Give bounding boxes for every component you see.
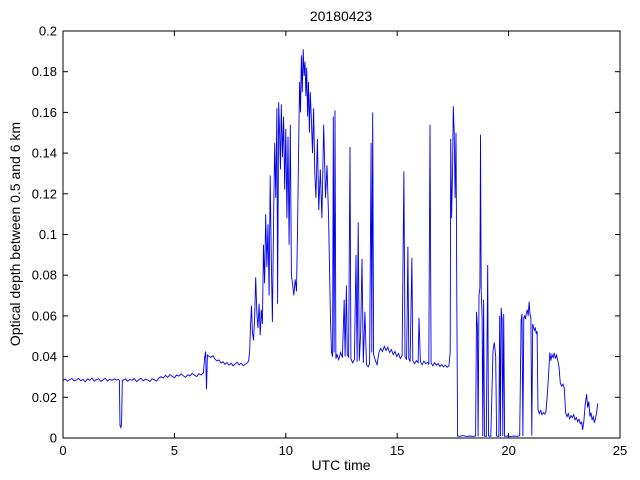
y-tick-label: 0.08	[32, 268, 57, 283]
axis-ticks	[62, 30, 621, 439]
chart-title: 20180423	[310, 8, 373, 24]
x-tick-label: 15	[390, 443, 404, 458]
axis-tick-labels: 0 5 10 15 20 25 0 0.02 0.04 0.06 0.08 0.1 0.12 0.14 0.…	[32, 24, 628, 459]
x-tick-label: 20	[501, 443, 515, 458]
data-line	[62, 49, 599, 437]
plot-series	[62, 49, 599, 437]
y-tick-label: 0.04	[32, 349, 57, 364]
y-tick-label: 0.2	[39, 24, 57, 39]
y-tick-label: 0.12	[32, 186, 57, 201]
y-tick-label: 0.14	[32, 146, 57, 161]
y-tick-label: 0.1	[39, 227, 57, 242]
y-axis-label: Optical depth between 0.5 and 6 km	[7, 122, 23, 346]
x-axis-label: UTC time	[311, 457, 370, 473]
y-tick-label: 0.18	[32, 64, 57, 79]
x-tick-label: 0	[59, 443, 66, 458]
plot-border	[62, 30, 621, 439]
y-tick-label: 0.02	[32, 390, 57, 405]
y-tick-label: 0	[50, 431, 57, 446]
x-tick-label: 25	[613, 443, 627, 458]
x-tick-label: 10	[279, 443, 293, 458]
y-tick-label: 0.06	[32, 308, 57, 323]
x-tick-label: 5	[171, 443, 178, 458]
y-tick-label: 0.16	[32, 105, 57, 120]
